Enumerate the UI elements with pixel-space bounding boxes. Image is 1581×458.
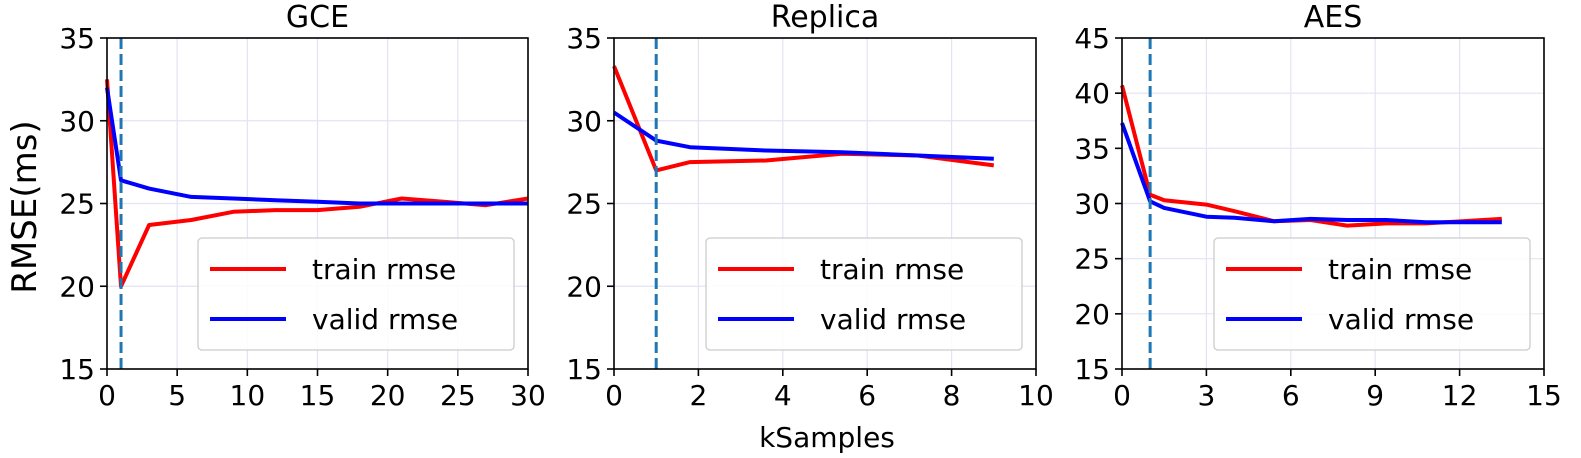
panel-replica: 0 2 4 6 8 10 15 20 25 30 35 Replica train rmse valid … xyxy=(566,0,1053,412)
x-tick-label: 15 xyxy=(300,379,336,412)
y-tick-label: 45 xyxy=(1074,22,1110,55)
series-line-valid-rmse xyxy=(1120,122,1502,225)
x-tick-label: 8 xyxy=(943,379,961,412)
series-line-valid-rmse xyxy=(612,110,994,161)
y-tick-label: 15 xyxy=(566,353,602,386)
x-tick-label: 10 xyxy=(1018,379,1054,412)
legend-label: valid rmse xyxy=(1328,303,1474,336)
x-tick-label: 3 xyxy=(1197,379,1215,412)
series-line-train-rmse xyxy=(1120,84,1502,228)
chart-title: Replica xyxy=(771,0,880,35)
x-tick-label: 6 xyxy=(858,379,876,412)
legend-label: train rmse xyxy=(1328,253,1472,286)
y-axis-label: RMSE(ms) xyxy=(5,120,45,293)
legend-box xyxy=(1213,237,1531,351)
x-tick-label: 4 xyxy=(774,379,792,412)
legend-box xyxy=(705,237,1023,351)
legend: train rmse valid rmse xyxy=(1213,237,1531,351)
x-tick-label: 20 xyxy=(370,379,406,412)
x-tick-label: 2 xyxy=(689,379,707,412)
chart-title: AES xyxy=(1304,0,1363,35)
y-tick-label: 25 xyxy=(1074,243,1110,276)
y-tick-label: 35 xyxy=(566,22,602,55)
y-tick-label: 15 xyxy=(59,353,95,386)
y-tick-label: 20 xyxy=(1074,298,1110,331)
chart-title: GCE xyxy=(286,0,349,35)
x-tick-label: 10 xyxy=(230,379,266,412)
y-tick-label: 35 xyxy=(59,22,95,55)
y-tick-label: 35 xyxy=(1074,132,1110,165)
x-tick-label: 0 xyxy=(605,379,623,412)
x-axis-label: kSamples xyxy=(759,421,895,454)
x-tick-label: 15 xyxy=(1526,379,1562,412)
y-tick-label: 20 xyxy=(566,270,602,303)
x-tick-label: 9 xyxy=(1366,379,1384,412)
series-line-valid-rmse xyxy=(105,87,528,206)
legend: train rmse valid rmse xyxy=(705,237,1023,351)
panel-aes: 0 3 6 9 12 15 15 20 25 30 35 40 45 AES train rmse valid… xyxy=(1074,0,1561,412)
legend-label: train rmse xyxy=(820,253,964,286)
x-tick-label: 5 xyxy=(168,379,186,412)
y-tick-label: 25 xyxy=(59,188,95,221)
x-tick-label: 25 xyxy=(440,379,476,412)
x-tick-label: 12 xyxy=(1442,379,1478,412)
y-tick-label: 25 xyxy=(566,188,602,221)
panel-gce: 0 5 10 15 20 25 30 15 20 25 30 35 GCE train rmse valid… xyxy=(59,0,545,412)
y-tick-label: 30 xyxy=(59,105,95,138)
x-tick-label: 0 xyxy=(1113,379,1131,412)
legend-label: train rmse xyxy=(312,253,456,286)
x-tick-label: 0 xyxy=(98,379,116,412)
y-tick-label: 30 xyxy=(566,105,602,138)
y-tick-label: 20 xyxy=(59,270,95,303)
x-tick-label: 30 xyxy=(510,379,546,412)
legend: train rmse valid rmse xyxy=(197,237,515,351)
y-tick-label: 40 xyxy=(1074,77,1110,110)
x-tick-label: 6 xyxy=(1282,379,1300,412)
y-tick-label: 30 xyxy=(1074,188,1110,221)
legend-label: valid rmse xyxy=(312,303,458,336)
legend-label: valid rmse xyxy=(820,303,966,336)
y-tick-label: 15 xyxy=(1074,353,1110,386)
legend-box xyxy=(197,237,515,351)
